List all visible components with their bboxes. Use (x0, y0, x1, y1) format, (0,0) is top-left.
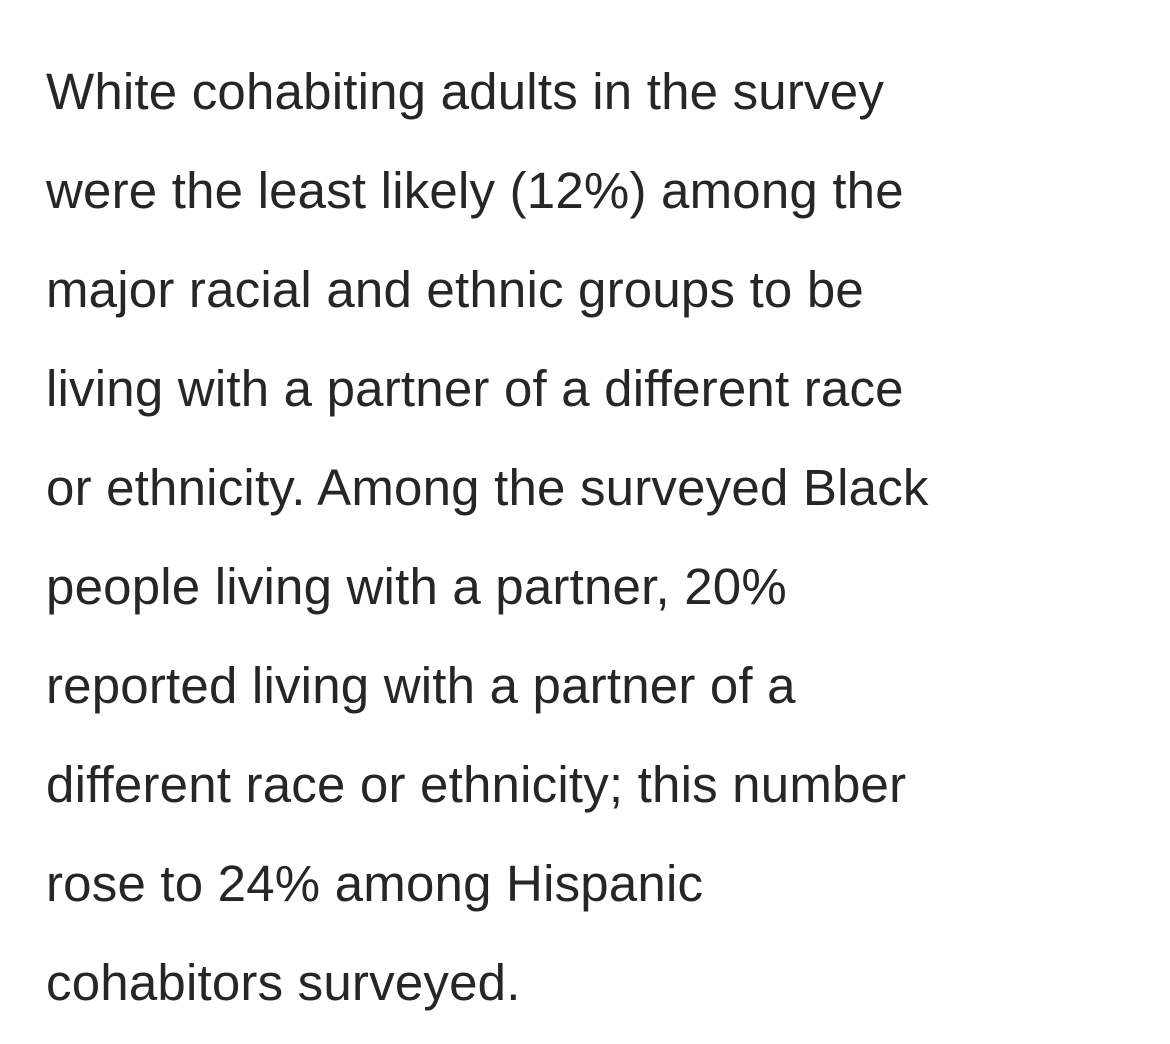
paragraph-line: were the least likely (12%) among the (46, 162, 904, 219)
paragraph-line: different race or ethnicity; this number (46, 756, 907, 813)
paragraph-line: White cohabiting adults in the survey (46, 63, 885, 120)
paragraph-line: cohabitors surveyed. (46, 954, 521, 1011)
article-paragraph: White cohabiting adults in the survey we… (46, 42, 1136, 1032)
paragraph-line: people living with a partner, 20% (46, 558, 787, 615)
paragraph-line: rose to 24% among Hispanic (46, 855, 704, 912)
paragraph-line: living with a partner of a different rac… (46, 360, 904, 417)
paragraph-line: major racial and ethnic groups to be (46, 261, 864, 318)
paragraph-line: reported living with a partner of a (46, 657, 796, 714)
paragraph-line: or ethnicity. Among the surveyed Black (46, 459, 929, 516)
